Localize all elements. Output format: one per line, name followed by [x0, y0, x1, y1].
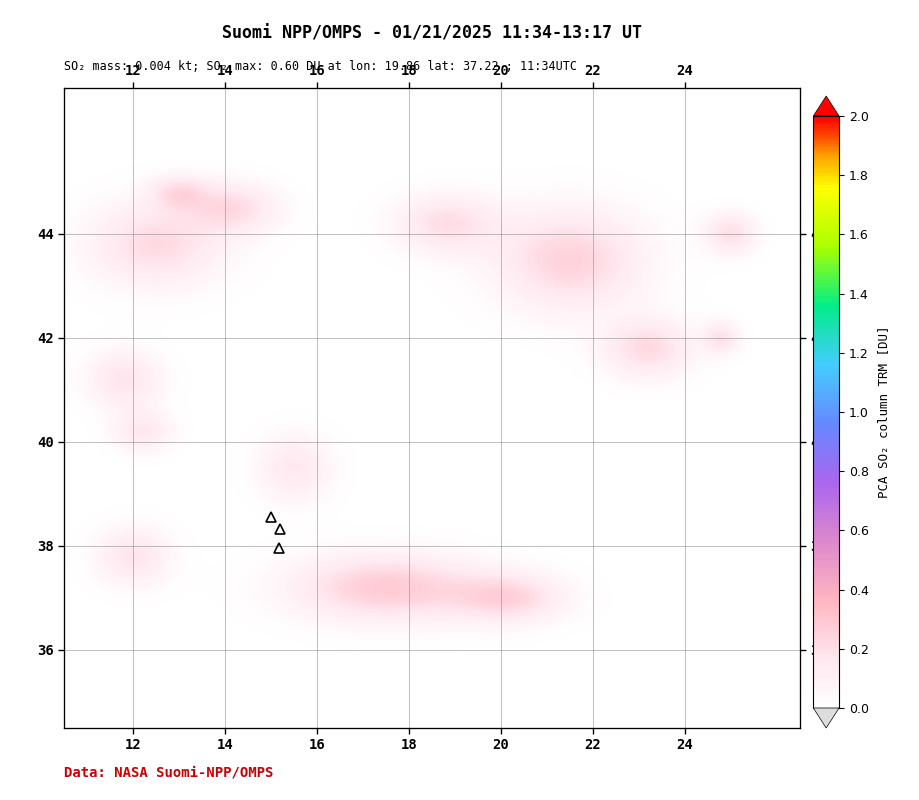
- Text: SO₂ mass: 0.004 kt; SO₂ max: 0.60 DU at lon: 19.86 lat: 37.22 ; 11:34UTC: SO₂ mass: 0.004 kt; SO₂ max: 0.60 DU at …: [64, 60, 577, 73]
- Text: Suomi NPP/OMPS - 01/21/2025 11:34-13:17 UT: Suomi NPP/OMPS - 01/21/2025 11:34-13:17 …: [221, 24, 642, 42]
- Y-axis label: PCA SO₂ column TRM [DU]: PCA SO₂ column TRM [DU]: [877, 326, 891, 498]
- Text: Data: NASA Suomi-NPP/OMPS: Data: NASA Suomi-NPP/OMPS: [64, 766, 274, 780]
